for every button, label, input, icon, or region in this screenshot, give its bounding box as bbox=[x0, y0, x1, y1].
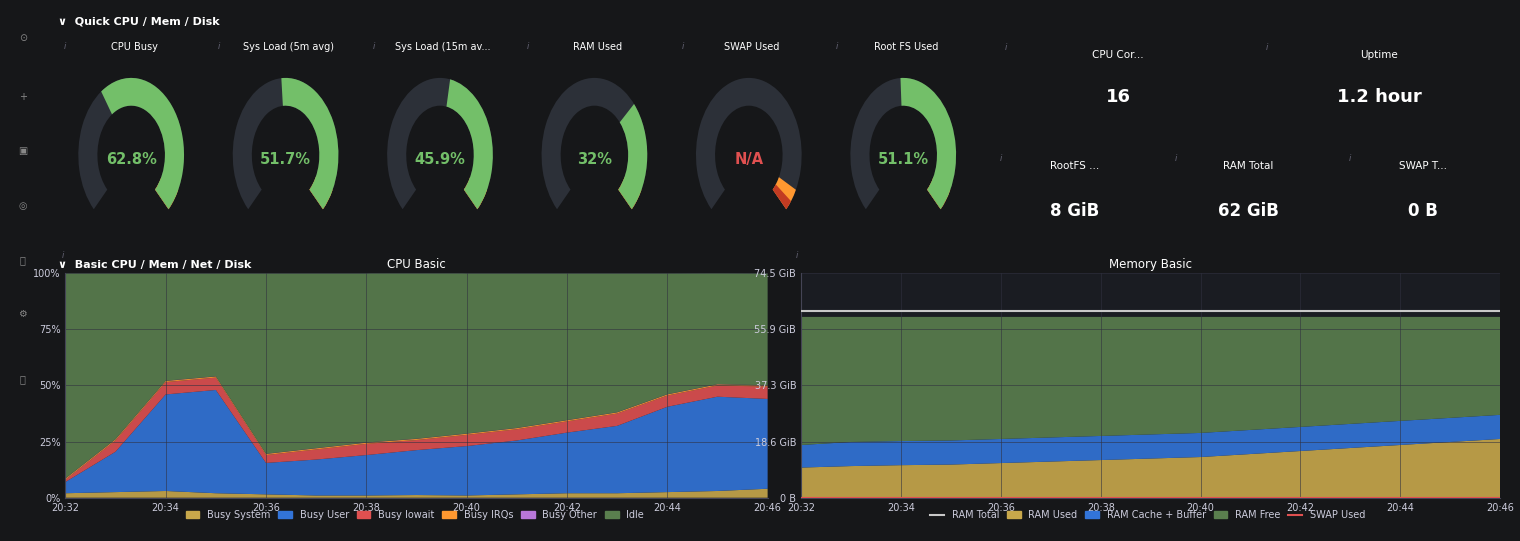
Text: 62 GiB: 62 GiB bbox=[1218, 202, 1280, 220]
Text: i: i bbox=[372, 42, 375, 50]
Wedge shape bbox=[155, 177, 178, 209]
Legend: Busy System, Busy User, Busy Iowait, Busy IRQs, Busy Other, Idle: Busy System, Busy User, Busy Iowait, Bus… bbox=[185, 510, 644, 520]
Wedge shape bbox=[310, 184, 328, 209]
Text: 32%: 32% bbox=[578, 151, 613, 167]
Text: 51.7%: 51.7% bbox=[260, 151, 312, 167]
Text: i: i bbox=[1348, 155, 1351, 163]
Wedge shape bbox=[388, 78, 492, 209]
Text: ⊙: ⊙ bbox=[18, 33, 27, 43]
Text: Root FS Used: Root FS Used bbox=[874, 42, 938, 51]
Wedge shape bbox=[541, 78, 648, 209]
Text: Sys Load (5m avg): Sys Load (5m avg) bbox=[243, 42, 334, 51]
Text: 🔔: 🔔 bbox=[20, 255, 26, 265]
Text: ∨  Quick CPU / Mem / Disk: ∨ Quick CPU / Mem / Disk bbox=[58, 16, 219, 26]
Text: 1.2 hour: 1.2 hour bbox=[1338, 88, 1421, 107]
Wedge shape bbox=[696, 78, 801, 209]
Wedge shape bbox=[772, 177, 796, 209]
Text: 0 B: 0 B bbox=[1408, 202, 1438, 220]
Text: 62.8%: 62.8% bbox=[106, 151, 157, 167]
Wedge shape bbox=[619, 184, 637, 209]
Text: i: i bbox=[62, 250, 64, 260]
Text: i: i bbox=[527, 42, 529, 50]
Text: 45.9%: 45.9% bbox=[415, 151, 465, 167]
Text: ⚙: ⚙ bbox=[18, 309, 27, 319]
Text: CPU Busy: CPU Busy bbox=[111, 42, 158, 51]
Text: i: i bbox=[795, 250, 798, 260]
Text: SWAP Used: SWAP Used bbox=[724, 42, 780, 51]
Title: CPU Basic: CPU Basic bbox=[388, 258, 445, 270]
Text: i: i bbox=[681, 42, 684, 50]
Text: i: i bbox=[217, 42, 220, 50]
Text: Uptime: Uptime bbox=[1360, 50, 1398, 60]
Wedge shape bbox=[619, 177, 641, 209]
Text: i: i bbox=[836, 42, 838, 50]
Wedge shape bbox=[464, 184, 482, 209]
Text: 51.1%: 51.1% bbox=[877, 151, 929, 167]
Text: i: i bbox=[1175, 155, 1176, 163]
Text: i: i bbox=[1000, 155, 1003, 163]
Wedge shape bbox=[927, 177, 950, 209]
Text: CPU Cor...: CPU Cor... bbox=[1093, 50, 1143, 60]
Wedge shape bbox=[900, 78, 956, 209]
Text: ◎: ◎ bbox=[18, 201, 27, 210]
Legend: RAM Total, RAM Used, RAM Cache + Buffer, RAM Free, SWAP Used: RAM Total, RAM Used, RAM Cache + Buffer,… bbox=[930, 510, 1365, 520]
Wedge shape bbox=[155, 184, 173, 209]
Wedge shape bbox=[233, 78, 339, 209]
Wedge shape bbox=[310, 177, 333, 209]
Text: RAM Used: RAM Used bbox=[573, 42, 622, 51]
Wedge shape bbox=[619, 104, 648, 209]
Text: ▣: ▣ bbox=[18, 147, 27, 156]
Text: 8 GiB: 8 GiB bbox=[1050, 202, 1099, 220]
Text: RAM Total: RAM Total bbox=[1224, 161, 1274, 171]
Text: i: i bbox=[1005, 43, 1006, 52]
Wedge shape bbox=[447, 80, 492, 209]
Text: i: i bbox=[64, 42, 65, 50]
Wedge shape bbox=[927, 184, 945, 209]
Text: N/A: N/A bbox=[734, 151, 763, 167]
Wedge shape bbox=[850, 78, 956, 209]
Text: 🛡: 🛡 bbox=[20, 374, 26, 384]
Title: Memory Basic: Memory Basic bbox=[1110, 258, 1192, 270]
Wedge shape bbox=[79, 78, 184, 209]
Text: RootFS ...: RootFS ... bbox=[1050, 161, 1099, 171]
Text: i: i bbox=[1266, 43, 1268, 52]
Text: +: + bbox=[18, 93, 27, 102]
Wedge shape bbox=[464, 177, 486, 209]
Text: SWAP T...: SWAP T... bbox=[1398, 161, 1447, 171]
Text: Sys Load (15m av...: Sys Load (15m av... bbox=[395, 42, 491, 51]
Text: ∨  Basic CPU / Mem / Net / Disk: ∨ Basic CPU / Mem / Net / Disk bbox=[58, 260, 251, 269]
Wedge shape bbox=[102, 78, 184, 209]
Wedge shape bbox=[772, 184, 790, 209]
Text: 16: 16 bbox=[1105, 88, 1131, 107]
Wedge shape bbox=[281, 78, 339, 209]
